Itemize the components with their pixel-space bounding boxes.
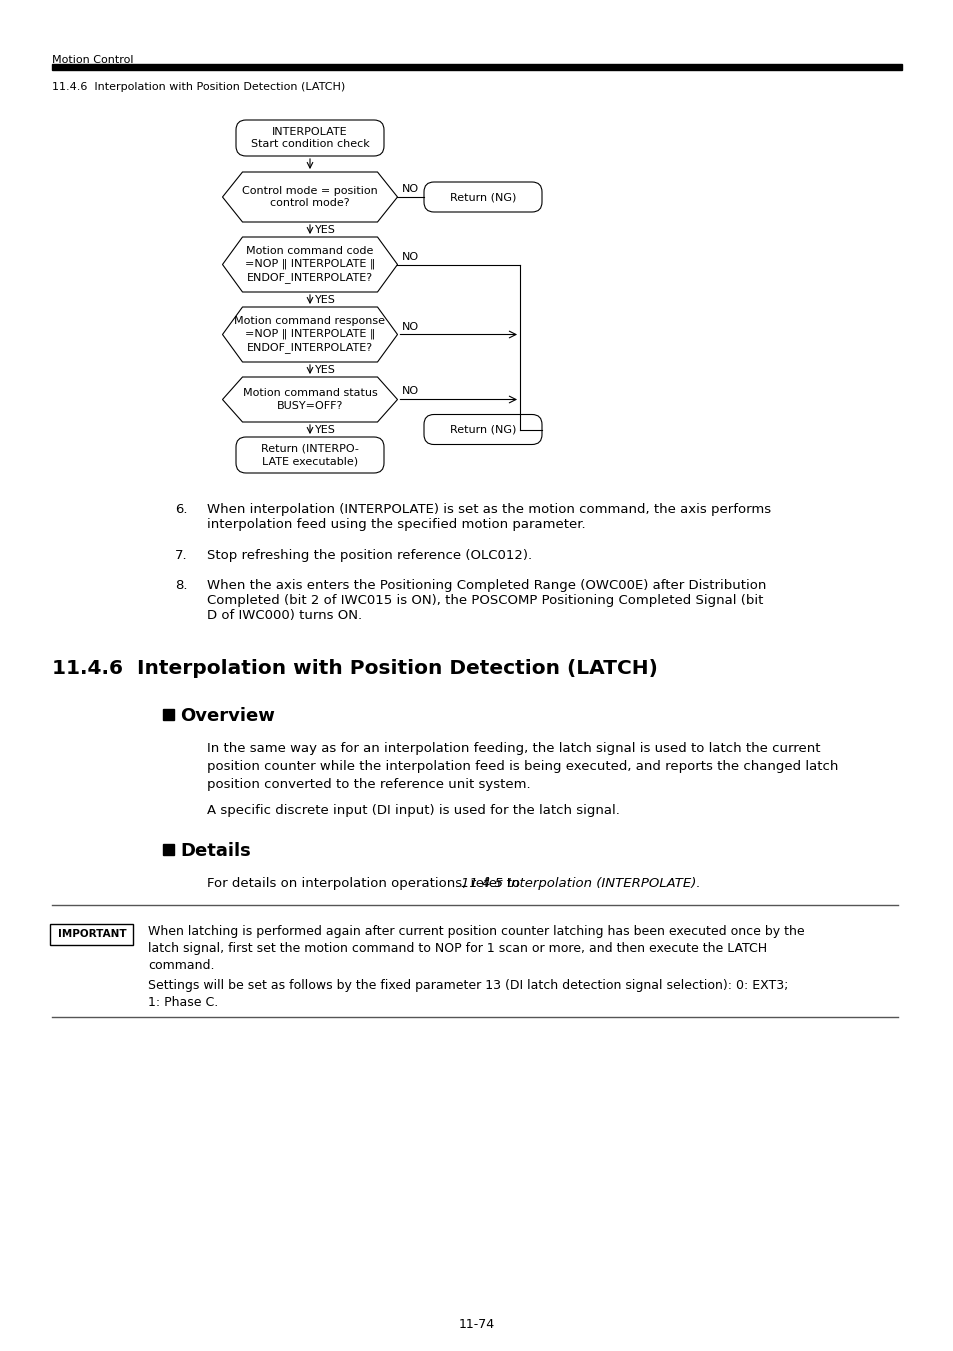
Bar xyxy=(163,844,173,855)
FancyBboxPatch shape xyxy=(51,924,133,944)
Text: YES: YES xyxy=(314,426,335,435)
Text: A specific discrete input (DI input) is used for the latch signal.: A specific discrete input (DI input) is … xyxy=(207,804,619,817)
Text: Details: Details xyxy=(180,842,251,861)
Text: When interpolation (INTERPOLATE) is set as the motion command, the axis performs: When interpolation (INTERPOLATE) is set … xyxy=(207,503,770,531)
FancyBboxPatch shape xyxy=(235,120,384,155)
Polygon shape xyxy=(222,307,397,362)
Text: Motion Control: Motion Control xyxy=(52,55,133,65)
Text: Settings will be set as follows by the fixed parameter 13 (DI latch detection si: Settings will be set as follows by the f… xyxy=(148,979,787,1009)
Bar xyxy=(163,709,173,720)
Text: 8.: 8. xyxy=(174,580,188,592)
Text: Return (INTERPO-
LATE executable): Return (INTERPO- LATE executable) xyxy=(261,443,358,466)
Text: Motion command status
BUSY=OFF?: Motion command status BUSY=OFF? xyxy=(242,388,377,411)
Text: YES: YES xyxy=(314,295,335,305)
Text: In the same way as for an interpolation feeding, the latch signal is used to lat: In the same way as for an interpolation … xyxy=(207,742,838,790)
Text: 11-74: 11-74 xyxy=(458,1319,495,1331)
Text: 11.4.5 Interpolation (INTERPOLATE).: 11.4.5 Interpolation (INTERPOLATE). xyxy=(460,877,700,890)
Polygon shape xyxy=(222,377,397,422)
Text: NO: NO xyxy=(401,322,418,331)
Text: Overview: Overview xyxy=(180,707,274,725)
Text: Return (NG): Return (NG) xyxy=(450,192,516,203)
Text: IMPORTANT: IMPORTANT xyxy=(57,929,126,939)
FancyBboxPatch shape xyxy=(423,415,541,444)
FancyBboxPatch shape xyxy=(235,436,384,473)
Text: 7.: 7. xyxy=(174,549,188,562)
Text: YES: YES xyxy=(314,365,335,376)
Text: Stop refreshing the position reference (OLC012).: Stop refreshing the position reference (… xyxy=(207,549,532,562)
Text: Control mode = position
control mode?: Control mode = position control mode? xyxy=(242,186,377,208)
Polygon shape xyxy=(222,172,397,222)
Text: For details on interpolation operations, refer to: For details on interpolation operations,… xyxy=(207,877,524,890)
Text: When the axis enters the Positioning Completed Range (OWC00E) after Distribution: When the axis enters the Positioning Com… xyxy=(207,580,765,621)
Text: INTERPOLATE
Start condition check: INTERPOLATE Start condition check xyxy=(251,127,369,149)
Text: Return (NG): Return (NG) xyxy=(450,424,516,435)
Polygon shape xyxy=(222,236,397,292)
Text: 11.4.6  Interpolation with Position Detection (LATCH): 11.4.6 Interpolation with Position Detec… xyxy=(52,82,345,92)
Text: Motion command code
=NOP ‖ INTERPOLATE ‖
ENDOF_INTERPOLATE?: Motion command code =NOP ‖ INTERPOLATE ‖… xyxy=(245,246,375,282)
Text: YES: YES xyxy=(314,226,335,235)
FancyBboxPatch shape xyxy=(423,182,541,212)
Text: NO: NO xyxy=(401,386,418,396)
Text: NO: NO xyxy=(401,251,418,262)
Text: 11.4.6  Interpolation with Position Detection (LATCH): 11.4.6 Interpolation with Position Detec… xyxy=(52,659,658,678)
Text: When latching is performed again after current position counter latching has bee: When latching is performed again after c… xyxy=(148,925,803,971)
Bar xyxy=(52,63,901,70)
Text: Motion command response
=NOP ‖ INTERPOLATE ‖
ENDOF_INTERPOLATE?: Motion command response =NOP ‖ INTERPOLA… xyxy=(234,316,385,353)
Text: NO: NO xyxy=(401,184,418,195)
Text: 6.: 6. xyxy=(174,503,188,516)
